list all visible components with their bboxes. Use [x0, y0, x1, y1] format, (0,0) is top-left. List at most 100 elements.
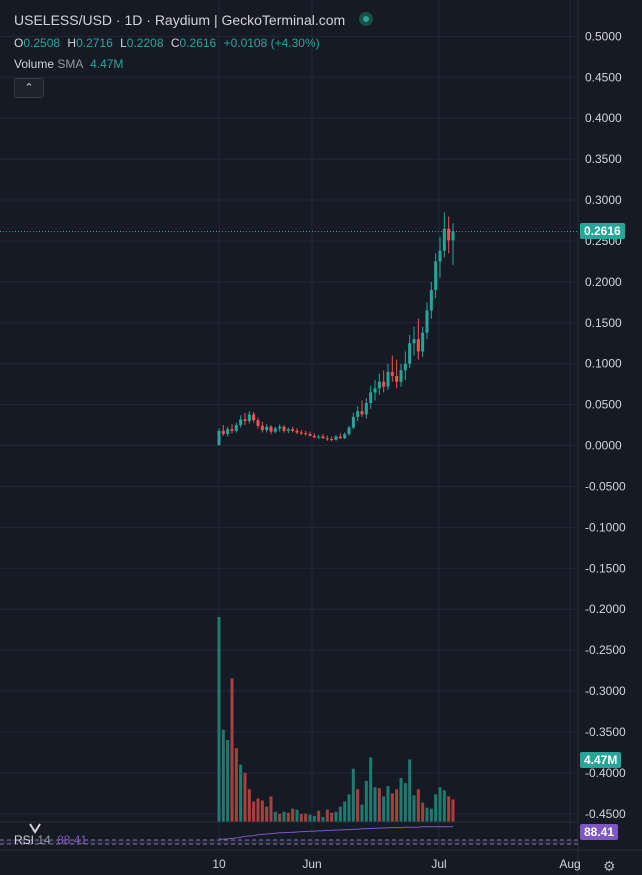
volume-bars: [217, 617, 455, 822]
volume-bar: [330, 812, 334, 822]
volume-bar: [239, 764, 243, 822]
x-tick-label: Aug: [559, 857, 580, 871]
candle: [226, 426, 230, 437]
candle: [321, 434, 325, 440]
candle: [356, 406, 360, 421]
volume-bar: [243, 772, 247, 822]
settings-gear-icon[interactable]: ⚙: [603, 858, 616, 874]
volume-bar: [386, 786, 390, 822]
volume-bar: [412, 795, 416, 822]
volume-bar: [429, 808, 433, 822]
candle: [338, 433, 342, 440]
candle: [351, 412, 355, 430]
y-tick-label: -0.1500: [585, 561, 626, 575]
candle: [252, 411, 256, 423]
candle: [416, 318, 420, 360]
volume-bar: [338, 806, 342, 822]
candle: [369, 385, 373, 409]
candle: [217, 428, 221, 446]
volume-bar: [369, 757, 373, 822]
time-axis[interactable]: 10 Jun Jul Aug: [212, 857, 580, 871]
volume-bar: [377, 788, 381, 822]
candle: [373, 380, 377, 401]
volume-bar: [360, 804, 364, 822]
volume-bar: [291, 808, 295, 822]
candle: [442, 212, 446, 258]
live-status-icon: [359, 12, 374, 27]
y-tick-label: 0.4000: [585, 111, 622, 125]
volume-bar: [364, 781, 368, 822]
last-price-badge: 0.2616: [580, 223, 625, 239]
candle: [347, 425, 351, 436]
candle: [265, 424, 269, 433]
candle: [304, 430, 308, 436]
candlestick-series: [217, 212, 455, 446]
rsi-label: RSI: [14, 833, 35, 847]
candle: [317, 434, 321, 440]
volume-bar: [438, 787, 442, 822]
collapse-legend-button[interactable]: ⌃: [14, 78, 44, 98]
volume-bar: [252, 801, 256, 822]
low-key: L: [120, 36, 127, 50]
volume-bar: [356, 789, 360, 822]
x-tick-label: 10: [212, 857, 226, 871]
y-tick-label: 0.1500: [585, 316, 622, 330]
volume-bar: [299, 813, 303, 822]
rsi-value: 88.41: [57, 833, 88, 847]
candle: [395, 359, 399, 389]
price-axis[interactable]: 0.50000.45000.40000.35000.30000.25000.20…: [585, 29, 626, 820]
volume-bar: [434, 794, 438, 822]
high-key: H: [67, 36, 77, 50]
rsi-collapse-icon[interactable]: [29, 823, 41, 834]
volume-bar: [304, 813, 308, 822]
volume-value: 4.47M: [90, 57, 124, 71]
volume-bar: [295, 809, 299, 822]
volume-bar: [382, 796, 386, 822]
candle: [308, 431, 312, 437]
y-tick-label: -0.2500: [585, 643, 626, 657]
candle: [334, 434, 338, 441]
candle: [382, 370, 386, 393]
candle: [408, 335, 412, 368]
volume-bar: [325, 809, 329, 822]
candle: [403, 351, 407, 381]
candle: [447, 216, 451, 254]
volume-legend: Volume SMA 4.47M: [14, 57, 123, 71]
rsi-badge: 88.41: [580, 824, 619, 840]
candle: [434, 253, 438, 299]
candle: [399, 363, 403, 387]
candle: [312, 433, 316, 439]
volume-bar: [373, 787, 377, 822]
rsi-band: [0, 840, 578, 844]
volume-bar: [230, 678, 234, 822]
volume-bar: [221, 729, 225, 822]
symbol-title: USELESS/USD · 1D · Raydium | GeckoTermin…: [14, 12, 346, 28]
volume-bar: [234, 748, 238, 822]
volume-bar: [451, 799, 455, 822]
ohlc-readout: O0.2508 H0.2716 L0.2208 C0.2616 +0.0108 …: [14, 36, 324, 50]
y-tick-label: -0.4000: [585, 766, 626, 780]
candle: [256, 417, 260, 429]
candle: [230, 424, 234, 434]
rsi-period: 14: [37, 833, 51, 847]
candle: [221, 425, 225, 436]
volume-bar: [269, 796, 273, 822]
candle: [243, 412, 247, 426]
x-tick-label: Jul: [431, 857, 446, 871]
volume-bar: [256, 798, 260, 822]
candle: [291, 426, 295, 433]
high-value: 0.2716: [76, 36, 113, 50]
y-tick-label: 0.3000: [585, 193, 622, 207]
y-tick-label: 0.3500: [585, 152, 622, 166]
y-tick-label: -0.2000: [585, 602, 626, 616]
volume-bar: [317, 810, 321, 822]
low-value: 0.2208: [126, 36, 164, 50]
volume-bar: [343, 801, 347, 822]
volume-bar: [260, 800, 264, 822]
open-value: 0.2508: [23, 36, 61, 50]
rsi-line: [218, 826, 454, 840]
y-tick-label: 0.5000: [585, 29, 622, 43]
rsi-legend: RSI 14 88.41: [14, 833, 87, 847]
volume-sma-label: SMA: [57, 57, 83, 71]
